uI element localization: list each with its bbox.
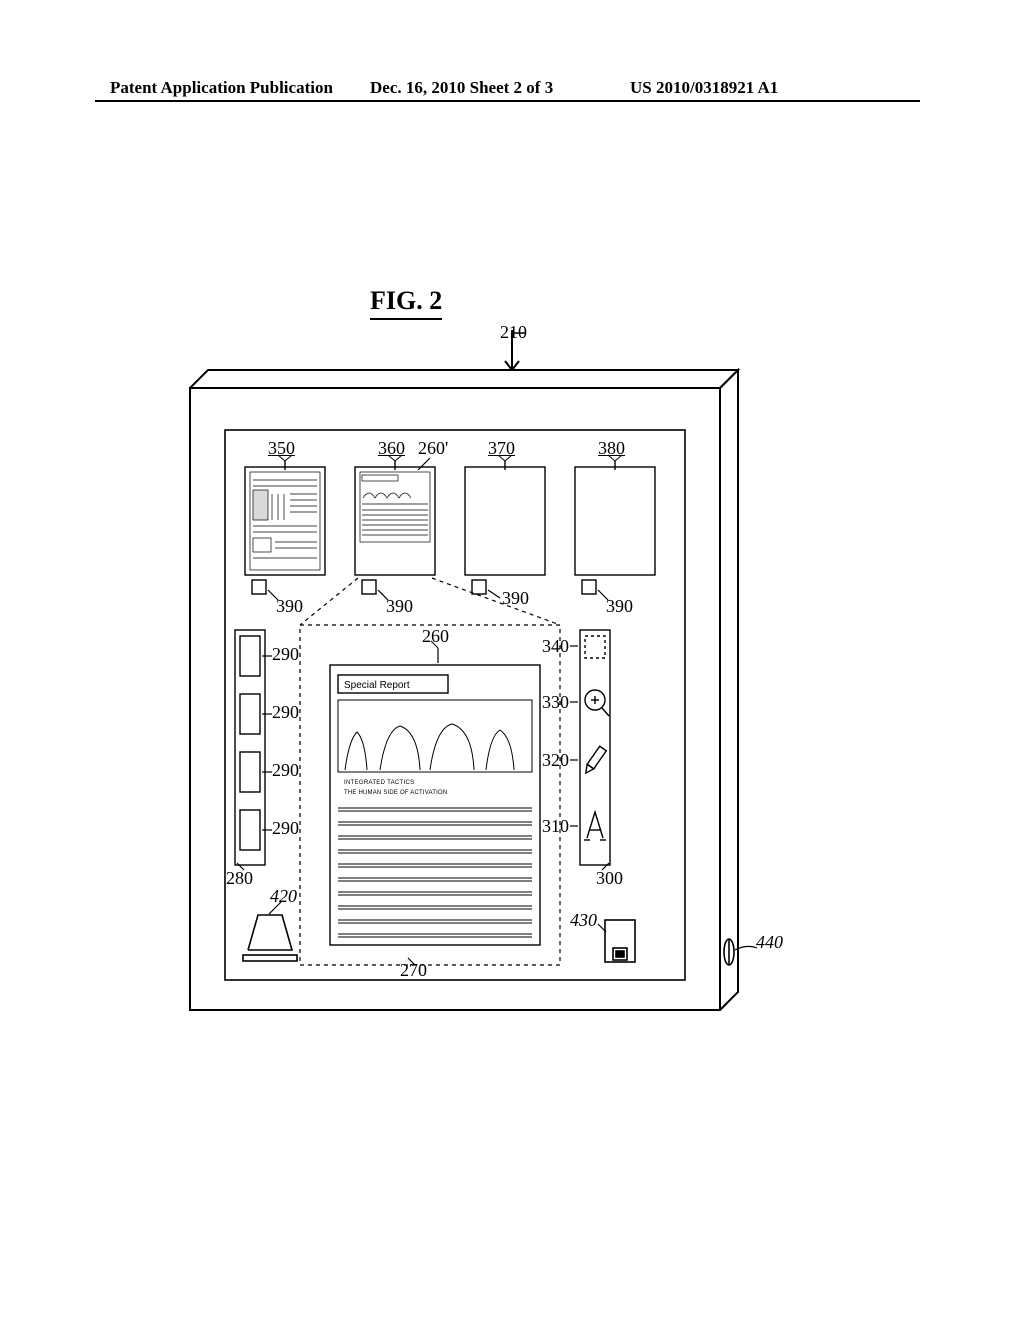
- ref-300: 300: [596, 868, 623, 889]
- ref-290-a: 290: [272, 644, 299, 665]
- ref-390-d: 390: [606, 596, 633, 617]
- patent-figure: Special Report INTEGRATED TACTICS THE HU…: [0, 0, 1024, 1320]
- ref-370: 370: [488, 438, 515, 459]
- ref-290-c: 290: [272, 760, 299, 781]
- ref-310: 310: [542, 816, 569, 837]
- ref-380: 380: [598, 438, 625, 459]
- ref-360: 360: [378, 438, 405, 459]
- ref-420: 420: [270, 886, 297, 907]
- ref-330: 330: [542, 692, 569, 713]
- ref-260: 260: [422, 626, 449, 647]
- ref-390-a: 390: [276, 596, 303, 617]
- ref-350: 350: [268, 438, 295, 459]
- enlarged-sub1: INTEGRATED TACTICS: [344, 780, 414, 786]
- ref-260-prime: 260': [418, 438, 448, 459]
- ref-390-b: 390: [386, 596, 413, 617]
- enlarged-sub2: THE HUMAN SIDE OF ACTIVATION: [344, 790, 447, 796]
- ref-290-b: 290: [272, 702, 299, 723]
- ref-320: 320: [542, 750, 569, 771]
- ref-440: 440: [756, 932, 783, 953]
- ref-340: 340: [542, 636, 569, 657]
- ref-270: 270: [400, 960, 427, 981]
- ref-280: 280: [226, 868, 253, 889]
- ref-210: 210: [500, 322, 527, 343]
- ref-290-d: 290: [272, 818, 299, 839]
- enlarged-header-text: Special Report: [344, 680, 410, 691]
- ref-390-c: 390: [502, 588, 529, 609]
- ref-430: 430: [570, 910, 597, 931]
